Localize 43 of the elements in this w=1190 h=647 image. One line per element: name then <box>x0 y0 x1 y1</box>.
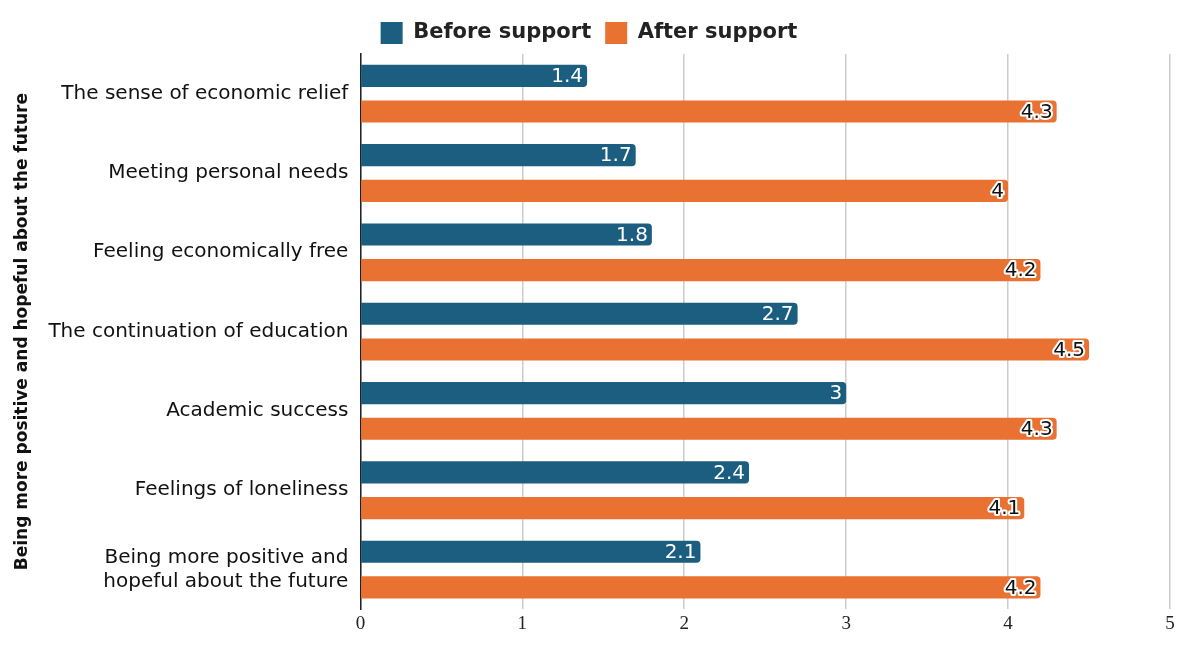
bar <box>361 259 1041 282</box>
bar <box>361 417 1057 440</box>
data-label: 4.5 <box>1053 336 1086 361</box>
x-tick-label: 4 <box>1003 611 1014 633</box>
x-tick-label: 2 <box>679 611 689 633</box>
data-label: 3 <box>829 380 843 405</box>
data-label: 4.2 <box>1004 257 1037 282</box>
data-label: 4.2 <box>1004 574 1037 599</box>
y-tick-label: Being more positive and hopeful about the future <box>103 543 349 592</box>
bar <box>361 223 652 246</box>
y-tick-label: The sense of economic relief <box>60 79 350 104</box>
bar <box>361 100 1057 123</box>
data-label: 2.4 <box>713 459 746 484</box>
bar <box>361 302 798 325</box>
bar <box>361 497 1025 520</box>
legend-label: After support <box>637 19 798 44</box>
bar <box>361 540 701 563</box>
y-tick-label: Academic success <box>166 397 349 422</box>
data-label: 1.8 <box>616 221 648 246</box>
data-label: 1.7 <box>599 142 632 167</box>
y-tick-label: Feeling economically free <box>93 238 349 263</box>
x-tick-label: 0 <box>355 611 366 633</box>
data-label: 4.3 <box>1020 98 1053 123</box>
x-tick-label: 5 <box>1165 611 1175 633</box>
data-label: 4.3 <box>1020 415 1053 440</box>
bar <box>361 382 847 405</box>
bar <box>361 461 750 484</box>
bar <box>361 144 636 167</box>
bar <box>361 576 1041 599</box>
x-tick-label: 3 <box>841 611 851 633</box>
data-label: 4.1 <box>988 495 1021 520</box>
y-tick-label: Feelings of loneliness <box>134 476 349 501</box>
legend-label: Before support <box>413 19 592 44</box>
bar <box>361 64 588 87</box>
bar <box>361 179 1009 202</box>
y-tick-label: The continuation of education <box>47 317 349 342</box>
y-tick-label: Meeting personal needs <box>108 159 349 184</box>
x-tick-label: 1 <box>517 611 528 633</box>
bar <box>361 338 1090 361</box>
data-label: 2.7 <box>761 300 794 325</box>
data-label: 2.1 <box>664 538 697 563</box>
data-label: 4 <box>991 178 1005 203</box>
data-label: 1.4 <box>551 63 584 88</box>
